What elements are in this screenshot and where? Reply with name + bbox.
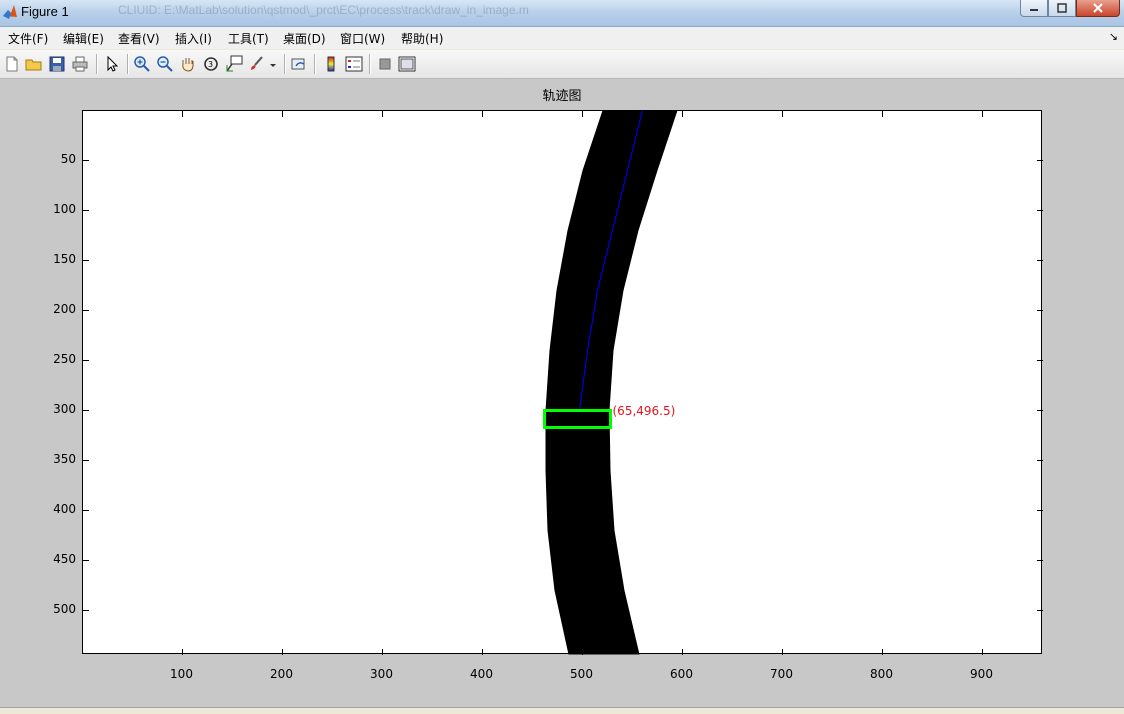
maximize-icon: [1057, 3, 1067, 13]
menu-view[interactable]: 查看(V): [118, 32, 160, 46]
edit-plot-icon[interactable]: [103, 55, 121, 73]
x-tick-label: 100: [170, 667, 193, 681]
menu-window[interactable]: 窗口(W): [340, 32, 386, 46]
y-tick-label: 150: [53, 251, 76, 266]
brush-icon[interactable]: [248, 55, 266, 73]
toolbar-separator: [96, 54, 98, 74]
close-icon: [1093, 3, 1103, 13]
save-icon[interactable]: [48, 55, 66, 73]
y-tick-label: 450: [53, 551, 76, 566]
x-tick-label: 700: [770, 667, 793, 681]
menu-file[interactable]: 文件(F): [8, 32, 49, 46]
x-tick-label: 200: [270, 667, 293, 681]
print-icon[interactable]: [71, 55, 89, 73]
x-tick-label: 400: [470, 667, 493, 681]
y-tick-label: 350: [53, 451, 76, 466]
matlab-logo-icon: [3, 5, 17, 19]
box-annotation: (65,496.5): [612, 403, 676, 418]
x-tick-label: 500: [570, 667, 593, 681]
menu-overflow-icon[interactable]: ↘: [1108, 30, 1118, 43]
y-tick-label: 50: [60, 151, 76, 166]
toolbar: 3: [0, 50, 1124, 79]
window-path: CLIUID: E:\MatLab\solution\qstmod\_prct\…: [118, 3, 529, 17]
toolbar-separator: [127, 54, 129, 74]
new-figure-icon[interactable]: [3, 55, 21, 73]
toolbar-separator: [284, 54, 286, 74]
menu-insert[interactable]: 插入(I): [175, 32, 212, 46]
x-tick-label: 900: [970, 667, 993, 681]
toolbar-separator: [369, 54, 371, 74]
plot-title: 轨迹图: [0, 85, 1124, 104]
y-tick-label: 300: [53, 401, 76, 416]
toolbar-separator: [314, 54, 316, 74]
menu-tools[interactable]: 工具(T): [228, 32, 269, 46]
rotate-3d-icon[interactable]: 3: [202, 55, 220, 73]
x-tick-label: 600: [670, 667, 693, 681]
close-button[interactable]: [1076, 0, 1120, 17]
y-tick-label: 400: [53, 501, 76, 516]
zoom-in-icon[interactable]: [133, 55, 151, 73]
detection-box: [543, 409, 612, 429]
minimize-button[interactable]: [1020, 0, 1048, 17]
svg-text:3: 3: [208, 60, 213, 69]
window-controls: [1020, 0, 1120, 18]
y-tick-label: 100: [53, 201, 76, 216]
link-plot-icon[interactable]: [290, 55, 308, 73]
axes-canvas: [83, 111, 1043, 655]
status-strip: [0, 707, 1124, 714]
x-tick-label: 800: [870, 667, 893, 681]
menu-desktop[interactable]: 桌面(D): [283, 32, 326, 46]
brush-dropdown-icon[interactable]: [268, 55, 278, 73]
trajectory-line: [579, 111, 643, 411]
menu-bar: 文件(F) 编辑(E) 查看(V) 插入(I) 工具(T) 桌面(D) 窗口(W…: [0, 27, 1124, 49]
y-tick-label: 200: [53, 301, 76, 316]
window-title: Figure 1: [21, 4, 69, 19]
hide-plot-tools-icon[interactable]: [376, 55, 394, 73]
data-cursor-icon[interactable]: [225, 55, 243, 73]
maximize-button[interactable]: [1048, 0, 1076, 17]
zoom-out-icon[interactable]: [156, 55, 174, 73]
minimize-icon: [1030, 9, 1038, 11]
colorbar-icon[interactable]: [322, 55, 340, 73]
legend-icon[interactable]: [345, 55, 363, 73]
plot-title-text: 轨迹图: [542, 89, 582, 104]
title-bar: Figure 1 CLIUID: E:\MatLab\solution\qstm…: [0, 0, 1124, 27]
y-tick-label: 250: [53, 351, 76, 366]
image-axes[interactable]: [82, 110, 1043, 655]
y-tick-label: 500: [53, 601, 76, 616]
open-file-icon[interactable]: [25, 55, 43, 73]
x-tick-label: 300: [370, 667, 393, 681]
show-plot-tools-icon[interactable]: [398, 55, 416, 73]
menu-help[interactable]: 帮助(H): [401, 32, 444, 46]
pan-icon[interactable]: [179, 55, 197, 73]
menu-edit[interactable]: 编辑(E): [63, 32, 104, 46]
track-band: [545, 111, 678, 655]
